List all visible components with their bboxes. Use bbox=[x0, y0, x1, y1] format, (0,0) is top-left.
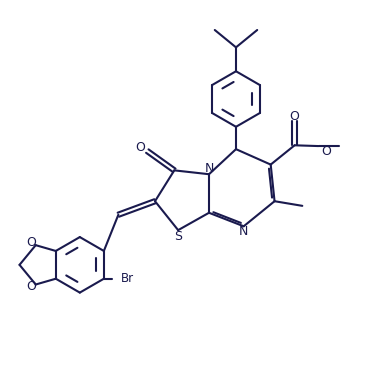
Text: N: N bbox=[204, 162, 214, 175]
Text: O: O bbox=[321, 146, 332, 158]
Text: N: N bbox=[239, 225, 248, 238]
Text: Br: Br bbox=[121, 272, 134, 285]
Text: S: S bbox=[174, 230, 182, 243]
Text: O: O bbox=[26, 280, 36, 293]
Text: O: O bbox=[135, 141, 145, 154]
Text: O: O bbox=[290, 110, 300, 123]
Text: O: O bbox=[26, 236, 36, 248]
